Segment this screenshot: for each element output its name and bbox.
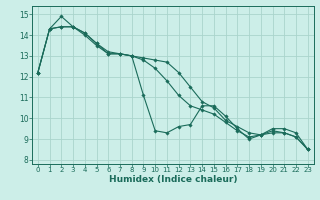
X-axis label: Humidex (Indice chaleur): Humidex (Indice chaleur)	[108, 175, 237, 184]
